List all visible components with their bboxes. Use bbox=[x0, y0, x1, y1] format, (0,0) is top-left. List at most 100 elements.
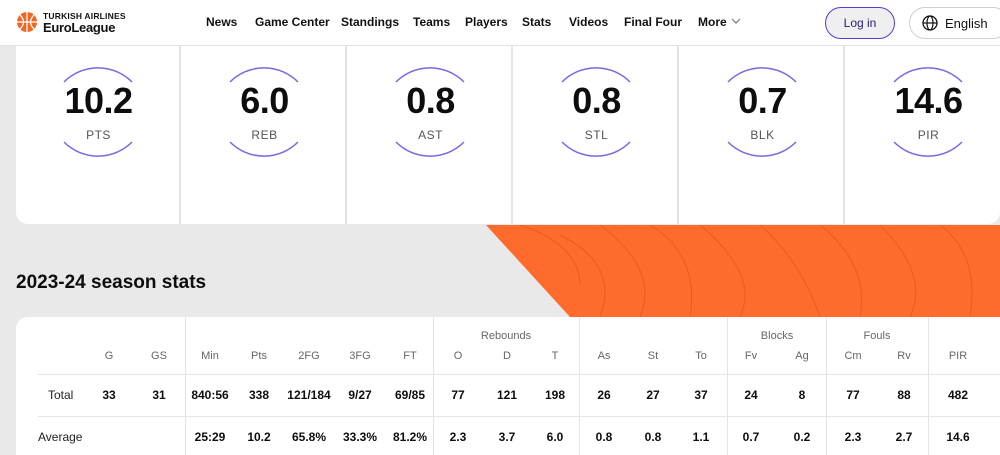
table-cell: 69/85 bbox=[394, 388, 426, 402]
table-cell: 0.7 bbox=[742, 430, 760, 444]
table-cell: 6.0 bbox=[546, 430, 564, 444]
col-header-min[interactable]: Min bbox=[201, 350, 219, 362]
season-averages-card: 10.2 PTS 6.0 REB 0.8 AST 0.8 STL 0.7 BLK… bbox=[16, 46, 1000, 224]
col-header-3fg[interactable]: 3FG bbox=[349, 350, 371, 362]
stat-ring-icon bbox=[395, 67, 465, 157]
table-cell: 9/27 bbox=[348, 388, 372, 402]
season-stats-table: Rebounds Blocks Fouls G GS Min Pts 2FG 3… bbox=[16, 317, 1000, 455]
table-cell: 0.8 bbox=[595, 430, 613, 444]
table-cell: 14.6 bbox=[946, 430, 970, 444]
language-selector[interactable]: English bbox=[909, 7, 1000, 39]
col-header-st[interactable]: St bbox=[647, 350, 659, 362]
nav-stats[interactable]: Stats bbox=[522, 15, 552, 29]
table-cell: 0.2 bbox=[793, 430, 811, 444]
season-stats-title: 2023-24 season stats bbox=[16, 272, 207, 293]
average-stat-pir: 14.6 PIR bbox=[846, 46, 1000, 224]
col-header-rv[interactable]: Rv bbox=[897, 350, 911, 362]
table-cell: 81.2% bbox=[392, 430, 428, 444]
table-cell: 26 bbox=[597, 388, 611, 402]
group-header-fouls: Fouls bbox=[863, 330, 891, 342]
group-header-blocks: Blocks bbox=[760, 330, 794, 342]
top-navigation-bar: TURKISH AIRLINES EuroLeague News Game Ce… bbox=[0, 0, 1000, 46]
orange-contour-banner bbox=[486, 225, 1000, 317]
col-header-pts[interactable]: Pts bbox=[251, 350, 267, 362]
stat-value: 14.6 bbox=[894, 80, 963, 121]
stat-ring-icon bbox=[561, 67, 631, 157]
table-cell: 8 bbox=[798, 388, 806, 402]
table-cell: 33 bbox=[102, 388, 116, 402]
col-header-ft[interactable]: FT bbox=[403, 350, 417, 362]
table-cell: 482 bbox=[947, 388, 969, 402]
euroleague-logo[interactable]: TURKISH AIRLINES EuroLeague bbox=[16, 10, 136, 36]
nav-players[interactable]: Players bbox=[465, 15, 508, 29]
nav-standings[interactable]: Standings bbox=[341, 15, 400, 29]
average-stat-blk: 0.7 BLK bbox=[680, 46, 845, 224]
table-cell: 25:29 bbox=[194, 430, 226, 444]
col-header-to[interactable]: To bbox=[695, 350, 707, 362]
col-header-fv[interactable]: Fv bbox=[744, 350, 758, 362]
stat-label: PTS bbox=[86, 128, 111, 142]
row-label: Total bbox=[48, 388, 74, 402]
stat-label: AST bbox=[418, 128, 443, 142]
col-header-ag[interactable]: Ag bbox=[795, 350, 809, 362]
table-cell: 31 bbox=[152, 388, 166, 402]
col-header-2fg[interactable]: 2FG bbox=[298, 350, 320, 362]
stat-ring-icon bbox=[893, 67, 963, 157]
average-stat-reb: 6.0 REB bbox=[182, 46, 347, 224]
table-cell: 1.1 bbox=[692, 430, 710, 444]
col-header-as[interactable]: As bbox=[597, 350, 611, 362]
table-cell: 121 bbox=[496, 388, 518, 402]
table-cell: 65.8% bbox=[291, 430, 327, 444]
stat-label: STL bbox=[584, 128, 609, 142]
table-cell: 33.3% bbox=[342, 430, 378, 444]
average-stat-stl: 0.8 STL bbox=[514, 46, 679, 224]
table-cell: 198 bbox=[544, 388, 566, 402]
table-cell: 2.3 bbox=[449, 430, 467, 444]
stat-value: 0.8 bbox=[572, 80, 621, 121]
nav-final-four[interactable]: Final Four bbox=[624, 15, 682, 29]
row-label: Average bbox=[38, 430, 83, 444]
table-cell: 27 bbox=[646, 388, 660, 402]
table-cell: 10.2 bbox=[247, 430, 271, 444]
col-header-t[interactable]: T bbox=[551, 350, 559, 362]
nav-teams[interactable]: Teams bbox=[413, 15, 451, 29]
col-header-g[interactable]: G bbox=[104, 350, 114, 362]
stat-ring-icon bbox=[229, 67, 299, 157]
table-cell: 77 bbox=[846, 388, 860, 402]
chevron-down-icon[interactable] bbox=[731, 16, 741, 26]
stat-label: REB bbox=[251, 128, 278, 142]
basketball-logo-icon bbox=[17, 12, 37, 32]
nav-videos[interactable]: Videos bbox=[569, 15, 609, 29]
average-stat-pts: 10.2 PTS bbox=[16, 46, 181, 224]
stat-ring-icon bbox=[727, 67, 797, 157]
table-cell: 2.3 bbox=[844, 430, 862, 444]
table-cell: 77 bbox=[451, 388, 465, 402]
logo-sponsor-text: TURKISH AIRLINES bbox=[43, 11, 126, 21]
login-button[interactable]: Log in bbox=[825, 7, 895, 39]
nav-news[interactable]: News bbox=[206, 15, 238, 29]
nav-game-center[interactable]: Game Center bbox=[255, 15, 330, 29]
table-cell: 24 bbox=[744, 388, 758, 402]
stat-value: 0.7 bbox=[738, 80, 787, 121]
stat-label: BLK bbox=[750, 128, 775, 142]
nav-more[interactable]: More bbox=[698, 15, 727, 29]
col-header-gs[interactable]: GS bbox=[151, 350, 167, 362]
table-cell: 338 bbox=[248, 388, 270, 402]
col-header-pir[interactable]: PIR bbox=[948, 350, 968, 362]
col-header-d[interactable]: D bbox=[503, 350, 511, 362]
table-cell: 2.7 bbox=[895, 430, 913, 444]
table-cell: 121/184 bbox=[287, 388, 331, 402]
table-cell: 840:56 bbox=[191, 388, 229, 402]
average-stat-ast: 0.8 AST bbox=[348, 46, 513, 224]
stat-value: 0.8 bbox=[406, 80, 455, 121]
group-header-rebounds: Rebounds bbox=[480, 330, 532, 342]
stat-label: PIR bbox=[917, 128, 940, 142]
logo-brand-text: EuroLeague bbox=[43, 20, 116, 35]
table-cell: 0.8 bbox=[644, 430, 662, 444]
globe-icon bbox=[922, 15, 938, 31]
stat-value: 10.2 bbox=[64, 80, 133, 121]
col-header-o[interactable]: O bbox=[453, 350, 463, 362]
stat-value: 6.0 bbox=[240, 80, 289, 121]
language-label: English bbox=[945, 15, 988, 31]
col-header-cm[interactable]: Cm bbox=[844, 350, 862, 362]
